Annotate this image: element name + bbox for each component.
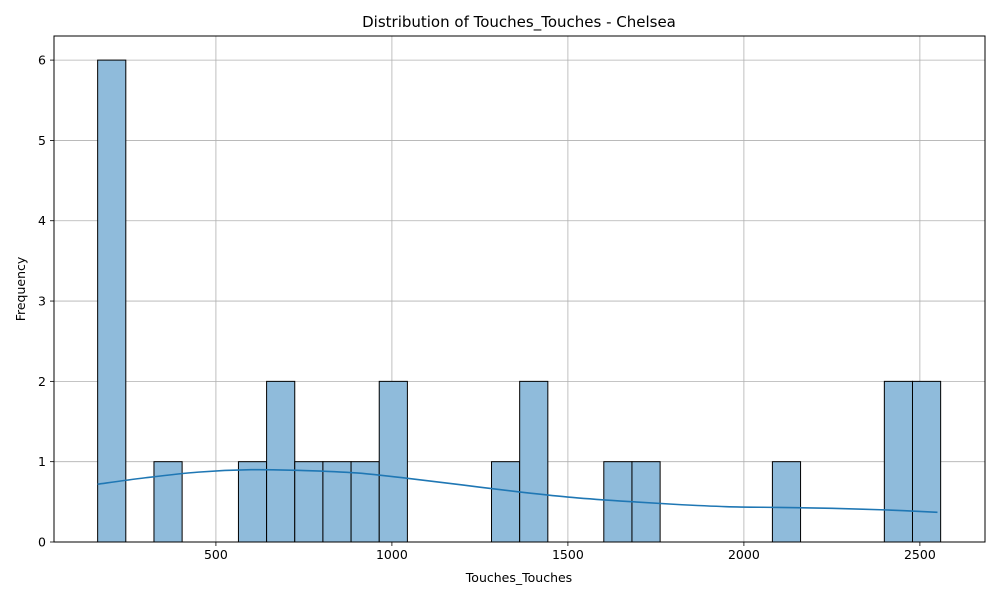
histogram-bar — [378, 380, 408, 543]
x-tick-label: 2000 — [728, 547, 760, 562]
y-tick-label: 0 — [38, 535, 46, 550]
x-tick-label: 2500 — [904, 547, 936, 562]
histogram-bar — [237, 461, 268, 543]
y-tick-label: 1 — [38, 454, 46, 469]
y-tick-label: 5 — [38, 133, 46, 148]
x-tick-label: 1000 — [376, 547, 408, 562]
chart-title: Distribution of Touches_Touches - Chelse… — [362, 13, 676, 32]
histogram-bar — [322, 461, 352, 543]
axis-ticks: 500 1000 1500 2000 2500 0 1 2 3 4 5 6 — [38, 53, 936, 562]
kde-line — [97, 468, 938, 514]
histogram-bar — [294, 461, 324, 543]
histogram-bar — [883, 380, 913, 543]
x-axis-label: Touches_Touches — [465, 570, 572, 585]
histogram-bar — [266, 380, 296, 543]
x-tick-label: 1500 — [552, 547, 584, 562]
y-tick-label: 2 — [38, 374, 46, 389]
y-tick-label: 6 — [38, 53, 46, 68]
plot-frame — [53, 35, 986, 543]
y-tick-label: 3 — [38, 294, 46, 309]
y-axis-label: Frequency — [13, 256, 28, 321]
histogram-bar — [771, 461, 802, 543]
x-tick-label: 500 — [204, 547, 228, 562]
y-tick-label: 4 — [38, 213, 46, 228]
histogram-bar — [519, 380, 549, 543]
histogram-bar — [97, 59, 127, 543]
histogram-bar — [491, 461, 521, 543]
histogram-bar — [911, 380, 942, 543]
